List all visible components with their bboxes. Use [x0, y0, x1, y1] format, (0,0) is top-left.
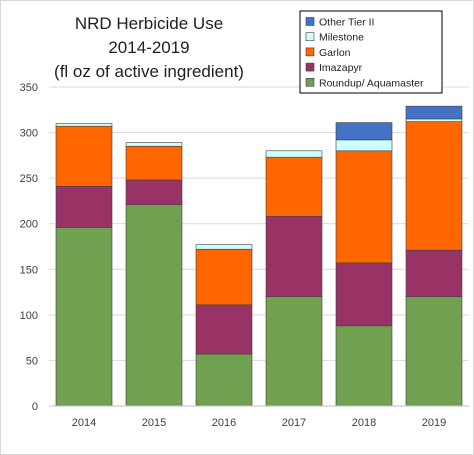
bar-2015-milestone — [125, 142, 183, 147]
title-line-2: 2014-2019 — [108, 38, 189, 57]
bar-2017-roundup-aquamaster — [265, 296, 323, 407]
chart-title: NRD Herbicide Use 2014-2019 (fl oz of ac… — [54, 14, 244, 81]
bar-2017-imazapyr — [265, 216, 323, 297]
x-tick-label-2016: 2016 — [212, 417, 236, 429]
bar-2016-imazapyr — [195, 304, 253, 355]
y-tick-label-100: 100 — [20, 310, 38, 322]
bar-2016-roundup-aquamaster — [195, 353, 253, 407]
bar-2017-milestone — [265, 150, 323, 158]
legend-swatch-other-tier-ii — [305, 17, 315, 26]
bar-2015-roundup-aquamaster — [125, 204, 183, 407]
bar-2019-roundup-aquamaster — [405, 296, 463, 407]
bar-2015-garlon — [125, 145, 183, 181]
legend-label-milestone: Milestone — [319, 32, 364, 44]
bar-2015-imazapyr — [125, 179, 183, 205]
x-tick-label-2019: 2019 — [422, 417, 446, 429]
bar-2014-imazapyr — [55, 186, 113, 228]
bar-2018-other-tier-ii — [335, 122, 393, 141]
bar-2014-roundup-aquamaster — [55, 227, 113, 407]
legend-label-garlon: Garlon — [319, 47, 351, 59]
gridlines — [49, 86, 469, 361]
legend-swatch-garlon — [305, 47, 315, 57]
x-tick-label-2014: 2014 — [72, 417, 96, 429]
bar-2017-garlon — [265, 156, 323, 217]
bar-2019-imazapyr — [405, 249, 463, 297]
x-tick-label-2015: 2015 — [142, 417, 166, 429]
bar-2018-roundup-aquamaster — [335, 325, 393, 407]
legend-label-roundup-aquamaster: Roundup/ Aquamaster — [319, 77, 424, 89]
bar-2014-garlon — [55, 125, 113, 187]
bar-2016-milestone — [195, 244, 253, 250]
x-tick-label-2017: 2017 — [282, 417, 306, 429]
bar-2018-garlon — [335, 150, 393, 264]
bar-2018-imazapyr — [335, 262, 393, 327]
bar-2019-garlon — [405, 121, 463, 251]
legend-swatch-milestone — [305, 32, 315, 42]
title-line-1: NRD Herbicide Use — [75, 14, 223, 33]
legend-swatch-imazapyr — [305, 62, 315, 72]
legend-label-imazapyr: Imazapyr — [319, 62, 363, 74]
legend: Other Tier II Milestone Garlon Imazapyr Roun… — [299, 10, 443, 94]
axes: 0 50 100 150 200 250 300 350 2014 2015 2016 2017 201… — [20, 82, 469, 429]
legend-box — [299, 10, 443, 94]
y-tick-label-300: 300 — [20, 128, 38, 140]
bar-2019-other-tier-ii — [405, 105, 463, 120]
title-line-3: (fl oz of active ingredient) — [54, 62, 244, 81]
legend-swatch-roundup-aquamaster — [305, 78, 315, 87]
bar-2019-milestone — [405, 118, 463, 122]
y-tick-label-200: 200 — [20, 219, 38, 231]
y-tick-label-0: 0 — [32, 401, 38, 413]
legend-label-other-tier-ii: Other Tier II — [319, 17, 374, 29]
y-tick-label-350: 350 — [20, 82, 38, 94]
y-tick-label-50: 50 — [26, 355, 38, 367]
y-tick-label-150: 150 — [20, 264, 38, 276]
bar-2016-garlon — [195, 248, 253, 306]
bar-2018-milestone — [335, 139, 393, 152]
x-tick-label-2018: 2018 — [352, 417, 376, 429]
y-tick-label-250: 250 — [20, 173, 38, 185]
bars — [55, 105, 463, 407]
bar-2014-milestone — [55, 123, 113, 127]
